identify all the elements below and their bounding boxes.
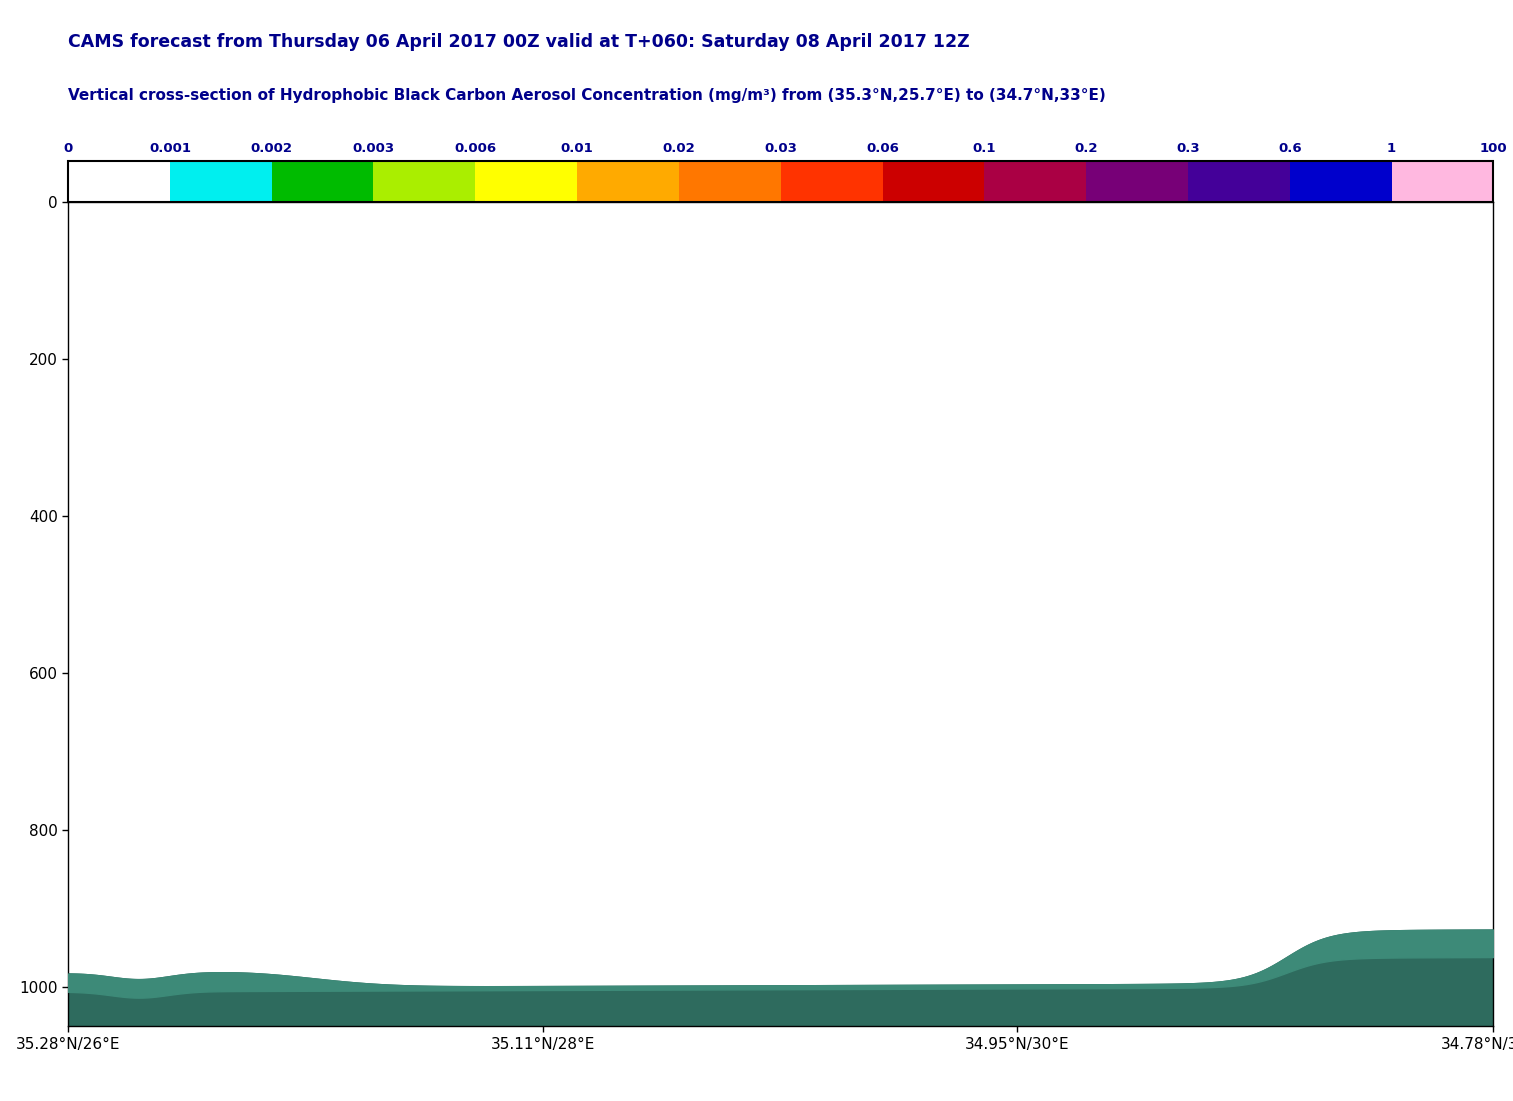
Bar: [68, 161, 169, 201]
Text: 0: 0: [64, 142, 73, 155]
Text: 0.03: 0.03: [764, 142, 797, 155]
Text: 0.002: 0.002: [251, 142, 292, 155]
Text: 0.06: 0.06: [865, 142, 899, 155]
Text: 0.006: 0.006: [454, 142, 496, 155]
Text: 0.003: 0.003: [353, 142, 395, 155]
Bar: [68, 161, 1493, 201]
Text: 0.02: 0.02: [663, 142, 696, 155]
Text: 100: 100: [1480, 142, 1507, 155]
Bar: [679, 161, 781, 201]
Text: 1: 1: [1387, 142, 1396, 155]
Text: 0.001: 0.001: [148, 142, 191, 155]
Bar: [169, 161, 272, 201]
Text: 0.1: 0.1: [973, 142, 996, 155]
Bar: [1188, 161, 1289, 201]
Bar: [576, 161, 679, 201]
Bar: [781, 161, 882, 201]
Bar: [985, 161, 1086, 201]
Text: CAMS forecast from Thursday 06 April 2017 00Z valid at T+060: Saturday 08 April : CAMS forecast from Thursday 06 April 201…: [68, 33, 970, 51]
Bar: [475, 161, 576, 201]
Text: Vertical cross-section of Hydrophobic Black Carbon Aerosol Concentration (mg/m³): Vertical cross-section of Hydrophobic Bl…: [68, 88, 1106, 102]
Text: 0.01: 0.01: [561, 142, 593, 155]
Bar: [882, 161, 985, 201]
Text: 0.2: 0.2: [1074, 142, 1098, 155]
Bar: [1289, 161, 1392, 201]
Text: 0.6: 0.6: [1278, 142, 1301, 155]
Bar: [1086, 161, 1188, 201]
Bar: [272, 161, 374, 201]
Bar: [374, 161, 475, 201]
Text: 0.3: 0.3: [1176, 142, 1200, 155]
Bar: [1392, 161, 1493, 201]
